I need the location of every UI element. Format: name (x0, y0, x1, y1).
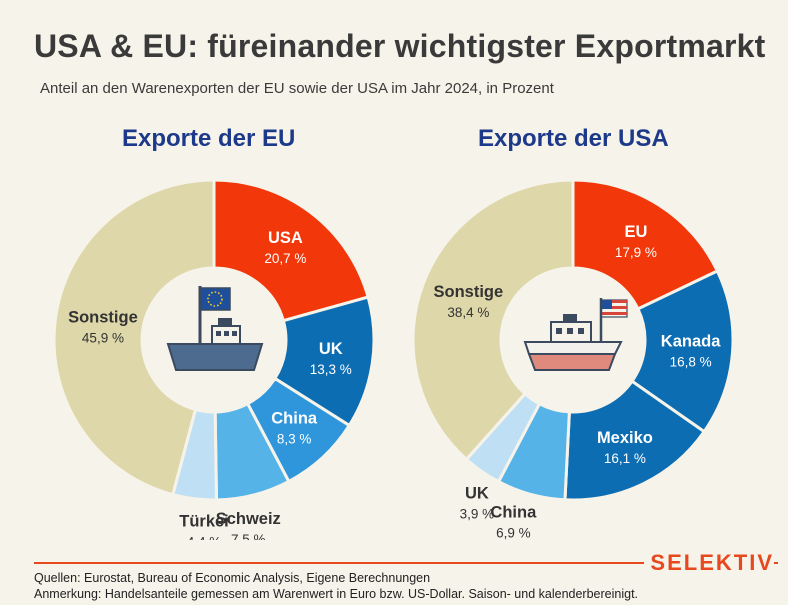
label-uk: UK (319, 340, 343, 358)
value-schweiz: 7,5 % (231, 532, 266, 540)
label-china: China (490, 503, 537, 521)
label-mexiko: Mexiko (597, 429, 653, 447)
chart-title-eu-exports: Exporte der EU (122, 125, 296, 152)
page-subtitle: Anteil an den Warenexporten der EU sowie… (40, 80, 554, 97)
value-uk: 13,3 % (310, 362, 352, 377)
ship-with-eu-flag-icon (166, 286, 264, 371)
value-uk: 3,9 % (460, 507, 495, 522)
footer-divider (34, 562, 778, 564)
value-sonstige: 38,4 % (447, 305, 489, 320)
value-eu: 17,9 % (615, 245, 657, 260)
value-kanada: 16,8 % (670, 355, 712, 370)
label-eu: EU (624, 223, 647, 241)
value-mexiko: 16,1 % (604, 451, 646, 466)
label-sonstige: Sonstige (434, 283, 504, 301)
note-text: Anmerkung: Handelsanteile gemessen am Wa… (34, 587, 639, 601)
label-kanada: Kanada (661, 333, 721, 351)
donut-chart-us-exports: EU 17,9 % Kanada 16,8 % Mexiko 16,1 % China 6,9… (413, 178, 735, 540)
label-sonstige: Sonstige (68, 308, 138, 326)
brand-logo: SELEKTIV (644, 550, 774, 576)
donut-chart-eu-exports: USA 20,7 % UK 13,3 % China 8,3 % Schweiz 7,5 %T… (54, 178, 376, 540)
label-china: China (271, 410, 318, 428)
value-usa: 20,7 % (264, 251, 306, 266)
label-usa: USA (268, 229, 303, 247)
label-tuerkei: Türkei (179, 513, 229, 531)
label-schweiz: Schweiz (216, 510, 281, 528)
value-tuerkei: 4,4 % (187, 535, 222, 540)
value-china: 6,9 % (496, 525, 531, 540)
value-sonstige: 45,9 % (82, 330, 124, 345)
sources-text: Quellen: Eurostat, Bureau of Economic An… (34, 571, 431, 585)
chart-title-us-exports: Exporte der USA (478, 125, 669, 152)
ship-with-us-flag-icon (523, 298, 628, 371)
page-title: USA & EU: füreinander wichtigster Export… (34, 28, 766, 64)
slice-eu (571, 178, 720, 311)
footer-notes: Quellen: Eurostat, Bureau of Economic An… (34, 570, 638, 602)
value-china: 8,3 % (277, 432, 312, 447)
label-uk: UK (465, 485, 489, 503)
